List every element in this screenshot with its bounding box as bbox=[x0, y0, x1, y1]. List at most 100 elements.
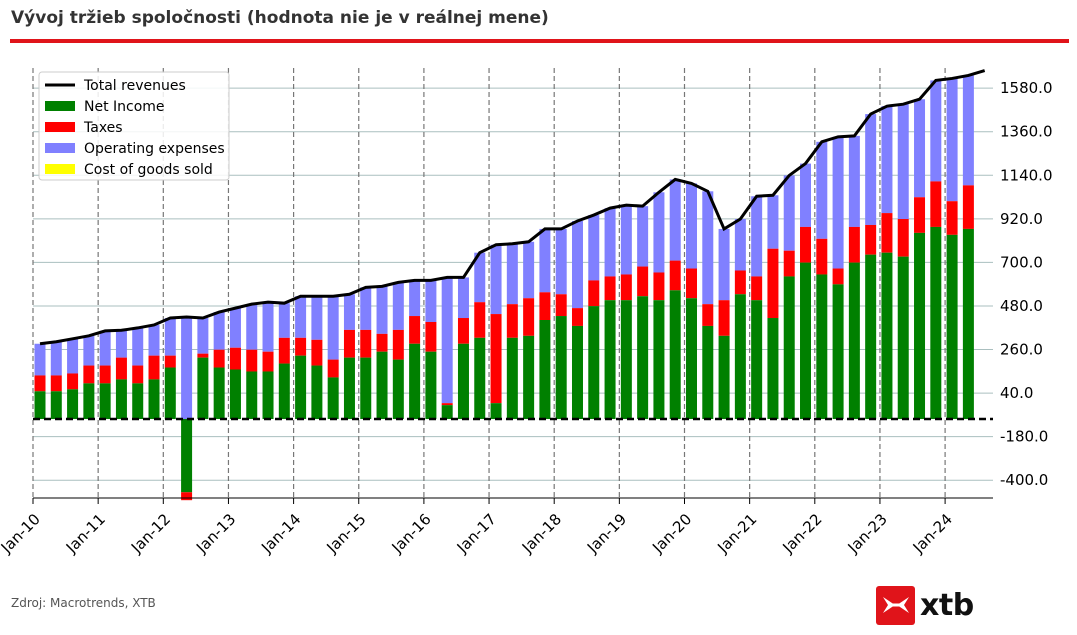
taxes-bar bbox=[832, 268, 844, 285]
taxes-bar bbox=[620, 274, 632, 301]
x-tick-label: Jan-22 bbox=[779, 510, 826, 557]
net-income-bar bbox=[686, 298, 697, 419]
taxes-bar bbox=[392, 329, 404, 360]
legend-swatch bbox=[45, 101, 75, 111]
opex-bar bbox=[897, 104, 909, 220]
x-tick-label: Jan-12 bbox=[127, 510, 174, 557]
total-revenues-line bbox=[39, 69, 986, 346]
opex-bar bbox=[327, 296, 339, 360]
net-income-bar bbox=[360, 357, 372, 419]
taxes-bar bbox=[295, 337, 307, 356]
net-income-bar bbox=[914, 232, 926, 419]
x-tick-label: Jan-18 bbox=[518, 510, 565, 557]
taxes-bar bbox=[50, 375, 62, 392]
taxes-bar bbox=[246, 349, 258, 372]
opex-bar bbox=[506, 243, 518, 305]
revenue-chart: -400.0 -180.0 40.0 260.0 480.0 700.0 920.0 1140… bbox=[0, 68, 1053, 557]
net-income-bar bbox=[148, 379, 160, 419]
opex-bar bbox=[83, 335, 95, 366]
x-tick-label: Jan-24 bbox=[909, 510, 956, 557]
legend-label: Net Income bbox=[84, 99, 165, 115]
taxes-bar bbox=[914, 197, 926, 233]
taxes-bar bbox=[783, 250, 795, 277]
opex-bar bbox=[343, 294, 355, 330]
opex-bar bbox=[409, 280, 421, 317]
y-tick-label: 260.0 bbox=[1000, 341, 1043, 359]
net-income-bar bbox=[848, 262, 860, 419]
x-tick-label: Jan-11 bbox=[62, 510, 109, 557]
net-income-bar bbox=[865, 254, 877, 419]
taxes-bar bbox=[148, 355, 160, 380]
net-income-bar bbox=[327, 377, 339, 419]
taxes-bar bbox=[409, 316, 421, 344]
net-income-bar bbox=[392, 359, 404, 419]
net-income-bar bbox=[653, 300, 665, 419]
opex-bar bbox=[816, 141, 828, 239]
x-tick-label: Jan-17 bbox=[453, 510, 500, 557]
net-income-bar bbox=[115, 379, 127, 419]
taxes-bar bbox=[588, 280, 600, 307]
opex-bar bbox=[751, 196, 763, 277]
opex-bar bbox=[523, 241, 535, 299]
opex-bar bbox=[246, 304, 258, 350]
taxes-bar bbox=[197, 353, 209, 358]
taxes-bar bbox=[523, 298, 535, 336]
taxes-bar bbox=[539, 292, 551, 320]
net-income-bar bbox=[490, 403, 502, 419]
opex-bar bbox=[197, 318, 209, 354]
net-income-bar bbox=[67, 389, 79, 419]
x-tick-label: Jan-15 bbox=[322, 510, 369, 557]
net-income-bar bbox=[229, 369, 241, 419]
opex-bar bbox=[962, 75, 974, 186]
opex-bar bbox=[295, 296, 307, 338]
opex-bar bbox=[115, 330, 127, 358]
taxes-bar bbox=[734, 270, 746, 295]
taxes-bar bbox=[686, 268, 697, 299]
taxes-bar bbox=[181, 492, 193, 501]
taxes-bar bbox=[571, 308, 583, 326]
net-income-bar bbox=[800, 262, 812, 419]
taxes-bar bbox=[962, 185, 974, 229]
opex-bar bbox=[360, 287, 372, 330]
taxes-bar bbox=[83, 365, 95, 384]
y-tick-label: -400.0 bbox=[1000, 471, 1048, 489]
net-income-bar bbox=[506, 337, 518, 419]
opex-bar bbox=[99, 330, 111, 366]
y-tick-label: 1360.0 bbox=[1000, 123, 1053, 141]
opex-bar bbox=[555, 228, 567, 295]
opex-bar bbox=[734, 219, 746, 271]
taxes-bar bbox=[865, 224, 877, 255]
net-income-bar bbox=[897, 256, 909, 419]
opex-bar bbox=[637, 206, 649, 267]
taxes-bar bbox=[897, 219, 909, 257]
opex-bar bbox=[376, 286, 388, 334]
taxes-bar bbox=[506, 304, 518, 338]
net-income-bar bbox=[83, 383, 95, 419]
net-income-bar bbox=[539, 320, 551, 419]
net-income-bar bbox=[702, 325, 714, 419]
opex-bar bbox=[539, 228, 551, 293]
legend-box bbox=[38, 71, 230, 181]
x-tick-label: Jan-16 bbox=[388, 510, 435, 557]
net-income-bar bbox=[132, 383, 144, 419]
x-tick-label: Jan-23 bbox=[844, 510, 891, 557]
opex-bar bbox=[718, 228, 730, 301]
opex-bar bbox=[669, 179, 681, 261]
net-income-bar bbox=[523, 335, 535, 419]
taxes-bar bbox=[669, 260, 681, 291]
opex-bar bbox=[767, 195, 779, 249]
opex-bar bbox=[686, 183, 697, 269]
net-income-bar bbox=[751, 300, 763, 419]
net-income-bar bbox=[457, 343, 469, 419]
opex-bar bbox=[881, 106, 893, 214]
taxes-bar bbox=[751, 276, 763, 301]
x-tick-label: Jan-10 bbox=[0, 510, 44, 557]
net-income-bar bbox=[246, 371, 258, 419]
opex-bar bbox=[865, 114, 877, 225]
taxes-bar bbox=[930, 181, 942, 227]
taxes-bar bbox=[848, 226, 860, 263]
taxes-bar bbox=[604, 276, 616, 301]
net-income-bar bbox=[311, 365, 323, 419]
net-income-bar bbox=[441, 405, 453, 419]
net-income-bar bbox=[881, 252, 893, 419]
